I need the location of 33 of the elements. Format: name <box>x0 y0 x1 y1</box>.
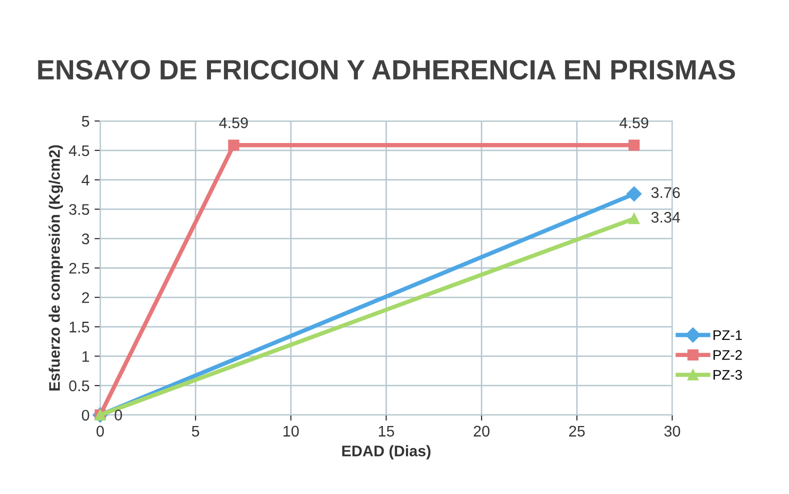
legend-label: PZ-3 <box>714 370 742 380</box>
y-tick-label: 5 <box>82 116 90 127</box>
y-tick-label: 1.5 <box>70 322 90 332</box>
data-label: 4.59 <box>620 117 648 128</box>
point <box>628 213 640 224</box>
legend-label: PZ-1 <box>714 330 742 340</box>
point <box>626 186 642 202</box>
y-tick-label: 4 <box>82 174 90 186</box>
data-label: 3.34 <box>651 212 680 223</box>
y-tick-label: 2.5 <box>69 262 90 274</box>
x-tick-label: 5 <box>192 426 200 437</box>
x-tick-label: 15 <box>378 426 394 437</box>
y-tick-label: 0 <box>82 410 90 421</box>
legend-label: PZ-2 <box>714 350 742 360</box>
point <box>628 140 640 151</box>
y-tick-label: 0.5 <box>69 380 90 392</box>
x-tick-label: 10 <box>284 426 299 437</box>
chart-title: ENSAYO DE FRICCION Y ADHERENCIA EN PRISMAS <box>38 60 735 80</box>
y-tick-label: 3.5 <box>69 204 90 215</box>
y-tick-label: 2 <box>82 292 90 303</box>
data-label: 4.59 <box>219 117 248 128</box>
x-tick-label: 0 <box>96 426 104 437</box>
data-label: 0 <box>114 410 122 420</box>
y-tick-label: 3 <box>82 233 90 244</box>
data-label: 3.76 <box>651 187 680 198</box>
y-axis-title: Esfuerzo de compresión (Kg/cm2) <box>48 145 63 390</box>
x-axis-title: EDAD (Dias) <box>342 445 430 460</box>
y-tick-label: 1 <box>82 351 90 362</box>
point <box>228 140 240 151</box>
x-tick-label: 20 <box>474 426 490 437</box>
x-tick-label: 25 <box>569 426 585 437</box>
x-tick-label: 30 <box>664 426 680 437</box>
y-tick-label: 4.5 <box>68 145 90 156</box>
